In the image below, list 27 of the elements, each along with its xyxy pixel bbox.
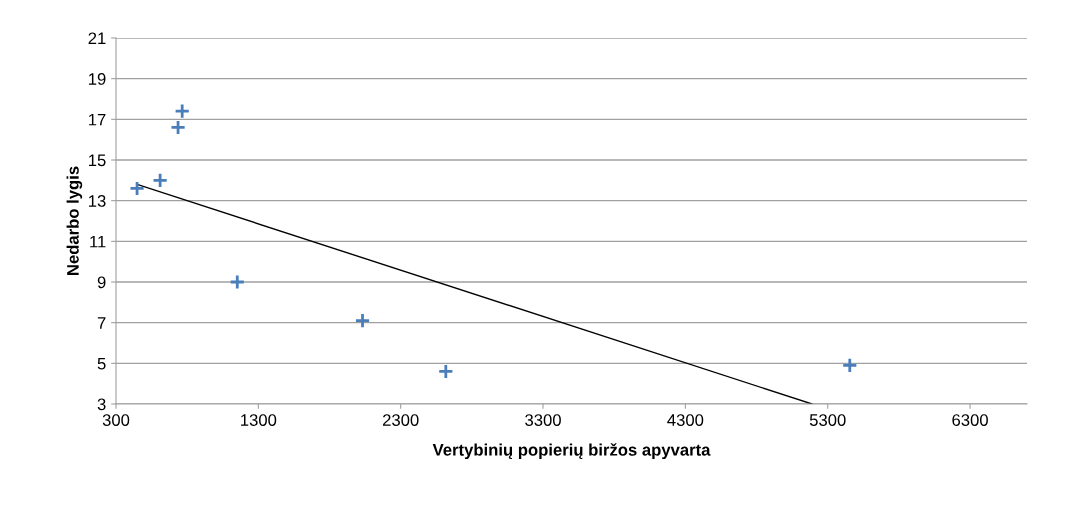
y-tick-label: 3: [97, 398, 106, 411]
y-tick-label: 15: [89, 154, 106, 167]
x-tick-label: 6300: [952, 414, 988, 426]
y-tick-label: 11: [90, 235, 106, 248]
x-tick-label: 4300: [667, 414, 704, 426]
point: [170, 119, 187, 136]
y-tick-label: 5: [97, 357, 106, 370]
x-tick-label: 5300: [809, 414, 846, 426]
y-tick-label: 19: [89, 73, 106, 85]
x-tick-label: 1300: [241, 414, 277, 426]
point: [354, 312, 371, 329]
x-axis-title: Vertybinių popierių biržos apyvarta: [432, 443, 711, 460]
point: [152, 172, 169, 189]
y-tick-label: 17: [89, 113, 106, 126]
point: [129, 180, 146, 197]
x-tick-label: 300: [102, 414, 130, 426]
x-tick-label: 3300: [525, 414, 561, 426]
y-tick-label: 21: [88, 32, 106, 45]
point: [174, 103, 191, 120]
point: [841, 357, 858, 374]
point: [437, 363, 454, 380]
y-axis-title: Nedarbo lygis: [66, 166, 83, 275]
y-tick-label: 13: [89, 195, 106, 207]
x-tick-label: 2300: [382, 414, 419, 426]
point: [229, 274, 246, 290]
y-tick-label: 9: [97, 276, 106, 289]
y-tick-label: 7: [97, 317, 106, 329]
